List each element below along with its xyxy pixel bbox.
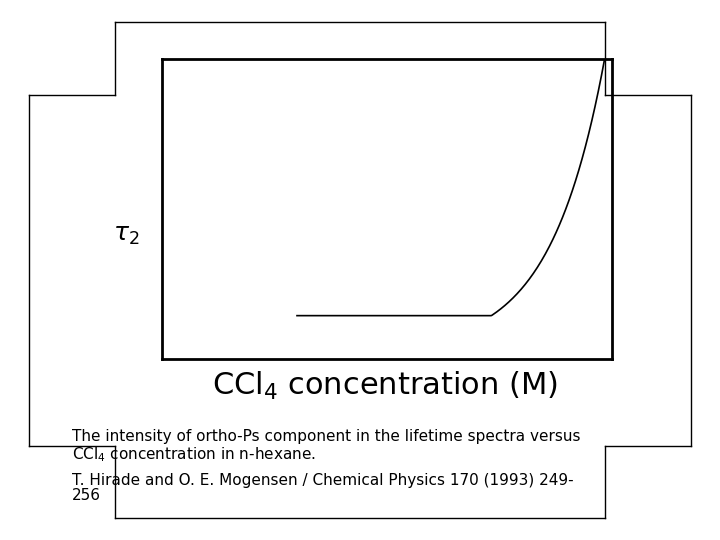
Text: CCl$_4$ concentration (M): CCl$_4$ concentration (M) [212,370,558,402]
Text: The intensity of ortho-Ps component in the lifetime spectra versus: The intensity of ortho-Ps component in t… [72,429,580,444]
Text: CCl$_4$ concentration in n-hexane.: CCl$_4$ concentration in n-hexane. [72,446,316,464]
Text: $\tau_2$: $\tau_2$ [113,223,139,247]
Text: 256: 256 [72,488,101,503]
Text: T. Hirade and O. E. Mogensen / Chemical Physics 170 (1993) 249-: T. Hirade and O. E. Mogensen / Chemical … [72,472,574,488]
